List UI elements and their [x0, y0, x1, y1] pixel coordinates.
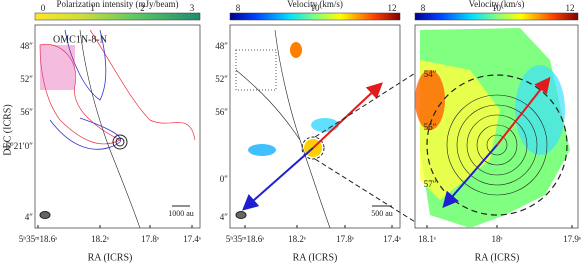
y-tick-label: 56″ [424, 122, 437, 132]
x-axis-label: RA (ICRS) [88, 252, 133, 263]
colorbar [414, 12, 579, 21]
colorbar-title: Polarization intensity (mJy/beam) [57, 0, 179, 9]
colorbar-title: Velocity (km/s) [469, 0, 525, 9]
scale-bar-label: 1000 au [168, 209, 194, 218]
panel-1-map [34, 24, 201, 229]
colorbar-tick-label: 2 [140, 3, 145, 13]
colorbar-tick-label: 12 [388, 3, 397, 13]
colorbar [34, 12, 201, 21]
colorbar-tick-label: 12 [566, 3, 575, 13]
x-tick-label: 5ʰ35ᵐ18.6ˢ [19, 234, 58, 244]
y-tick-label: 56″ [215, 107, 228, 117]
colorbar [229, 12, 401, 21]
y-tick-label: 52″ [20, 74, 33, 84]
x-axis-label: RA (ICRS) [475, 252, 520, 263]
y-tick-label: 48″ [215, 41, 228, 51]
colorbar-tick-label: 8 [421, 3, 426, 13]
x-tick-label: 17.4ˢ [383, 234, 401, 244]
x-tick-label: 17.8ˢ [336, 234, 354, 244]
colorbar-tick-label: 10 [311, 3, 321, 13]
colorbar-tick-label: 0 [41, 3, 46, 13]
x-tick-label: 18.2ˢ [288, 234, 306, 244]
y-tick-label: 52″ [215, 74, 228, 84]
y-tick-label: 56″ [20, 107, 33, 117]
scale-bar-label: 500 au [371, 209, 393, 218]
x-tick-label: 17.8ˢ [141, 234, 159, 244]
y-tick-label: 54″ [424, 69, 437, 79]
x-tick-label: 18ˢ [492, 234, 503, 244]
y-axis-label: DEC (ICRS) [2, 104, 13, 155]
x-tick-label: 17.9ˢ [563, 234, 581, 244]
panel-3-map [414, 24, 579, 229]
colorbar-title: Velocity (km/s) [287, 0, 343, 9]
x-tick-label: 5ʰ35ᵐ18.6ˢ [226, 234, 265, 244]
x-tick-label: 18.1ˢ [418, 234, 436, 244]
colorbar-tick-label: 8 [236, 3, 241, 13]
x-tick-label: 17.4ˢ [183, 234, 201, 244]
panel-2-map [229, 24, 421, 229]
y-tick-label: 57″ [424, 179, 437, 189]
y-tick-label: -5°21′0″ [3, 141, 34, 151]
y-tick-label: 4″ [220, 212, 229, 222]
source-label: OMC1N-8-N [53, 34, 107, 45]
y-tick-label: 4″ [25, 212, 34, 222]
colorbar-tick-label: 1 [90, 3, 95, 13]
colorbar-tick-label: 3 [190, 3, 195, 13]
x-axis-label: RA (ICRS) [293, 252, 338, 263]
y-tick-label: 48″ [20, 41, 33, 51]
y-tick-label: 0″ [220, 174, 229, 184]
x-tick-label: 18.2ˢ [91, 234, 109, 244]
colorbar-tick-label: 10 [492, 3, 502, 13]
